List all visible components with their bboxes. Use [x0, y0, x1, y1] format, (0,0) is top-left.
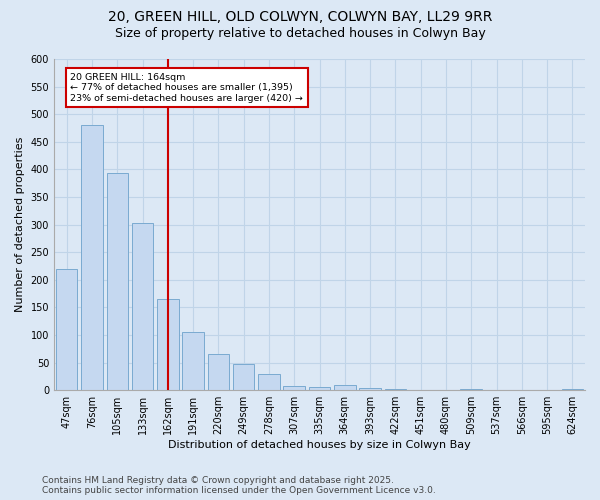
Bar — [182, 332, 204, 390]
Bar — [309, 388, 330, 390]
Bar — [334, 384, 356, 390]
Bar — [107, 174, 128, 390]
Bar — [157, 299, 179, 390]
Bar — [258, 374, 280, 390]
Text: 20 GREEN HILL: 164sqm
← 77% of detached houses are smaller (1,395)
23% of semi-d: 20 GREEN HILL: 164sqm ← 77% of detached … — [70, 73, 304, 102]
Bar — [233, 364, 254, 390]
Bar — [208, 354, 229, 390]
Text: Size of property relative to detached houses in Colwyn Bay: Size of property relative to detached ho… — [115, 28, 485, 40]
Bar — [385, 388, 406, 390]
Bar — [359, 388, 381, 390]
Y-axis label: Number of detached properties: Number of detached properties — [15, 137, 25, 312]
Text: 20, GREEN HILL, OLD COLWYN, COLWYN BAY, LL29 9RR: 20, GREEN HILL, OLD COLWYN, COLWYN BAY, … — [108, 10, 492, 24]
X-axis label: Distribution of detached houses by size in Colwyn Bay: Distribution of detached houses by size … — [168, 440, 471, 450]
Text: Contains HM Land Registry data © Crown copyright and database right 2025.
Contai: Contains HM Land Registry data © Crown c… — [42, 476, 436, 495]
Bar — [56, 269, 77, 390]
Bar — [460, 388, 482, 390]
Bar — [283, 386, 305, 390]
Bar — [81, 125, 103, 390]
Bar — [562, 388, 583, 390]
Bar — [132, 223, 153, 390]
